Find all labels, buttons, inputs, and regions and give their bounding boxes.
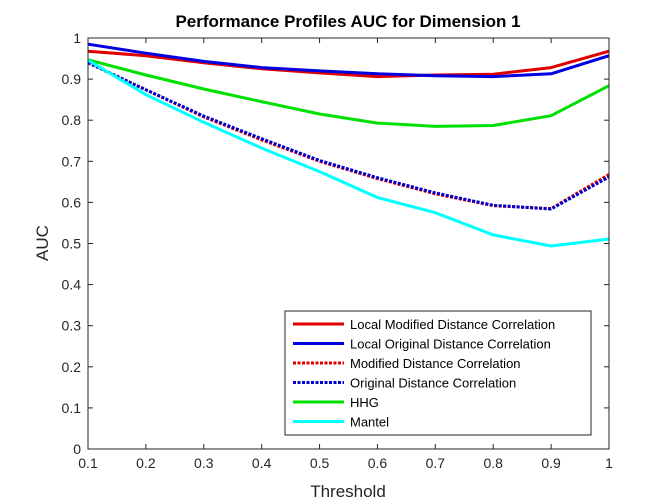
legend-label-original-distance-correlation: Original Distance Correlation — [350, 376, 516, 391]
x-tick-label: 0.6 — [368, 455, 388, 471]
x-axis-ticks: 0.1 0.2 0.3 0.4 0.5 0.6 0.7 0.8 0.9 1 — [78, 38, 613, 471]
legend-label-local-original-distance-correlation: Local Original Distance Correlation — [350, 337, 551, 352]
y-axis-label: AUC — [33, 225, 52, 261]
y-tick-label: 1 — [73, 30, 81, 46]
x-tick-label: 0.1 — [78, 455, 98, 471]
y-tick-label: 0.9 — [62, 71, 82, 87]
x-tick-label: 0.7 — [426, 455, 446, 471]
x-tick-label: 0.8 — [483, 455, 503, 471]
series-line-hhg — [87, 58, 610, 128]
legend-label-hhg: HHG — [350, 395, 379, 410]
y-tick-label: 0.2 — [62, 359, 82, 375]
y-tick-label: 0.3 — [62, 318, 82, 334]
series-line-local-modified-distance-correlation — [87, 49, 610, 79]
y-tick-label: 0.1 — [62, 400, 82, 416]
y-axis-ticks: 0 0.1 0.2 0.3 0.4 0.5 0.6 0.7 0.8 0.9 1 — [62, 30, 609, 457]
y-tick-label: 0.8 — [62, 112, 82, 128]
legend-label-modified-distance-correlation: Modified Distance Correlation — [350, 356, 521, 371]
x-tick-label: 1 — [605, 455, 613, 471]
x-tick-label: 0.9 — [541, 455, 561, 471]
y-tick-label: 0 — [73, 441, 81, 457]
series-layer — [87, 42, 610, 248]
series-line-original-distance-correlation — [87, 61, 610, 211]
y-tick-label: 0.4 — [62, 277, 82, 293]
legend-box — [284, 310, 592, 436]
chart-title: Performance Profiles AUC for Dimension 1 — [175, 12, 520, 31]
x-tick-label: 0.5 — [310, 455, 330, 471]
legend-items: Local Modified Distance Correlation Local… — [293, 317, 555, 430]
y-tick-label: 0.6 — [62, 194, 82, 210]
x-tick-label: 0.4 — [252, 455, 272, 471]
x-tick-label: 0.2 — [136, 455, 156, 471]
legend: Local Modified Distance Correlation Local… — [284, 310, 592, 436]
series-line-mantel — [87, 58, 610, 248]
x-tick-label: 0.3 — [194, 455, 214, 471]
series-line-local-original-distance-correlation — [87, 42, 610, 79]
y-tick-label: 0.7 — [62, 153, 82, 169]
legend-label-local-modified-distance-correlation: Local Modified Distance Correlation — [350, 317, 555, 332]
x-axis-label: Threshold — [310, 482, 386, 501]
legend-label-mantel: Mantel — [350, 415, 389, 430]
y-tick-label: 0.5 — [62, 236, 82, 252]
